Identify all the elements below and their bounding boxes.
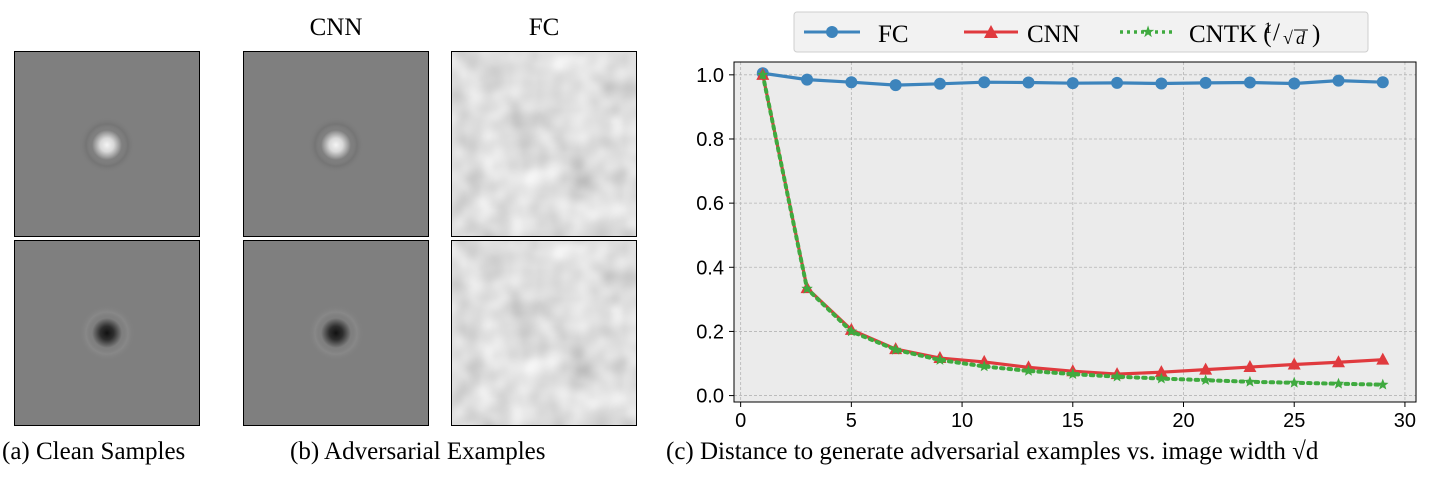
point-fc-15: [1066, 77, 1079, 90]
point-fc-13: [1022, 76, 1035, 89]
caption-c: (c) Distance to generate adversarial exa…: [666, 438, 1319, 465]
y-tick-label-3: 0.6: [696, 193, 724, 215]
caption-b: (b) Adversarial Examples: [290, 438, 546, 465]
x-tick-label-15: 15: [1062, 410, 1084, 430]
adversarial-fc-bright: [451, 51, 637, 237]
legend-cntk-prefix: CNTK (: [1189, 21, 1272, 48]
point-fc-5: [845, 76, 858, 89]
plot-area: [734, 62, 1416, 402]
legend-cntk-suffix: ): [1312, 21, 1320, 48]
point-fc-17: [1111, 76, 1124, 89]
point-cntk-1: [757, 68, 769, 80]
point-cnn-19: [1154, 365, 1168, 378]
x-tick-label-25: 25: [1283, 410, 1305, 430]
point-fc-7: [889, 79, 902, 92]
point-cntk-23: [1244, 375, 1256, 387]
legend-cntk-marker: ★: [1141, 24, 1155, 41]
point-fc-11: [978, 76, 991, 89]
legend-cntk-slash: /: [1273, 19, 1280, 46]
point-fc-21: [1199, 76, 1212, 89]
y-tick-label-2: 0.4: [696, 257, 724, 279]
point-cntk-5: [845, 325, 858, 337]
caption-a: (a) Clean Samples: [2, 438, 186, 465]
point-fc-23: [1243, 76, 1256, 89]
point-cnn-25: [1287, 357, 1301, 370]
x-tick-label-10: 10: [951, 410, 973, 430]
point-fc-27: [1332, 74, 1345, 87]
adversarial-cnn-dark: [243, 240, 429, 426]
col-header-fc: FC: [528, 14, 560, 41]
point-cntk-25: [1288, 376, 1300, 388]
legend-cntk-num: 1: [1264, 20, 1272, 37]
series-cntk: [757, 68, 1389, 390]
point-fc-9: [933, 77, 946, 90]
adversarial-fc-dark: [451, 240, 637, 426]
clean-sample-bright: [14, 51, 200, 237]
point-cnn-21: [1199, 362, 1213, 375]
y-tick-label-1: 0.2: [696, 321, 724, 343]
point-cntk-17: [1111, 370, 1123, 382]
legend: FC CNN ★ CNTK ( 1 / √ d ): [793, 11, 1369, 53]
point-cntk-21: [1199, 374, 1212, 386]
legend-box: [793, 11, 1369, 53]
point-cntk-3: [801, 282, 813, 294]
y-tick-label-4: 0.8: [696, 129, 724, 151]
point-cnn-27: [1332, 355, 1345, 368]
point-cntk-13: [1022, 364, 1035, 376]
legend-cnn-marker: [984, 25, 998, 38]
clean-sample-dark: [14, 240, 200, 426]
plot-frame: [733, 61, 1417, 403]
point-cntk-11: [978, 360, 990, 372]
point-cntk-27: [1332, 377, 1345, 389]
legend-fc-label: FC: [878, 21, 909, 48]
point-cntk-9: [934, 353, 946, 365]
point-cnn-29: [1376, 352, 1390, 365]
point-fc-25: [1288, 77, 1301, 90]
legend-cntk-radical: √: [1283, 28, 1293, 48]
point-fc-19: [1155, 77, 1168, 90]
point-cntk-7: [889, 343, 902, 355]
x-tick-label-30: 30: [1394, 410, 1416, 430]
x-tick-label-0: 0: [735, 410, 746, 430]
y-tick-label-5: 1.0: [696, 65, 724, 87]
x-tick-label-20: 20: [1172, 410, 1194, 430]
y-tick-label-0: 0.0: [696, 386, 724, 408]
adversarial-cnn-bright: [243, 51, 429, 237]
legend-fc-marker: [826, 26, 838, 38]
point-fc-29: [1376, 76, 1389, 89]
point-cntk-15: [1067, 368, 1079, 379]
legend-cntk-den: d: [1296, 28, 1306, 48]
distance-line-chart: 0 5 10 15 20 25 30 0.0 0.2 0.4 0.6 0.8 1.0 FC CNN ★ …: [696, 11, 1417, 430]
series-line-cntk: [760, 72, 1385, 387]
x-tick-label-5: 5: [846, 410, 857, 430]
point-cnn-23: [1243, 360, 1257, 373]
point-fc-3: [801, 73, 814, 86]
col-header-cnn: CNN: [309, 14, 363, 41]
legend-cnn-label: CNN: [1027, 21, 1080, 48]
point-cntk-19: [1155, 372, 1168, 384]
point-cntk-29: [1377, 378, 1389, 390]
